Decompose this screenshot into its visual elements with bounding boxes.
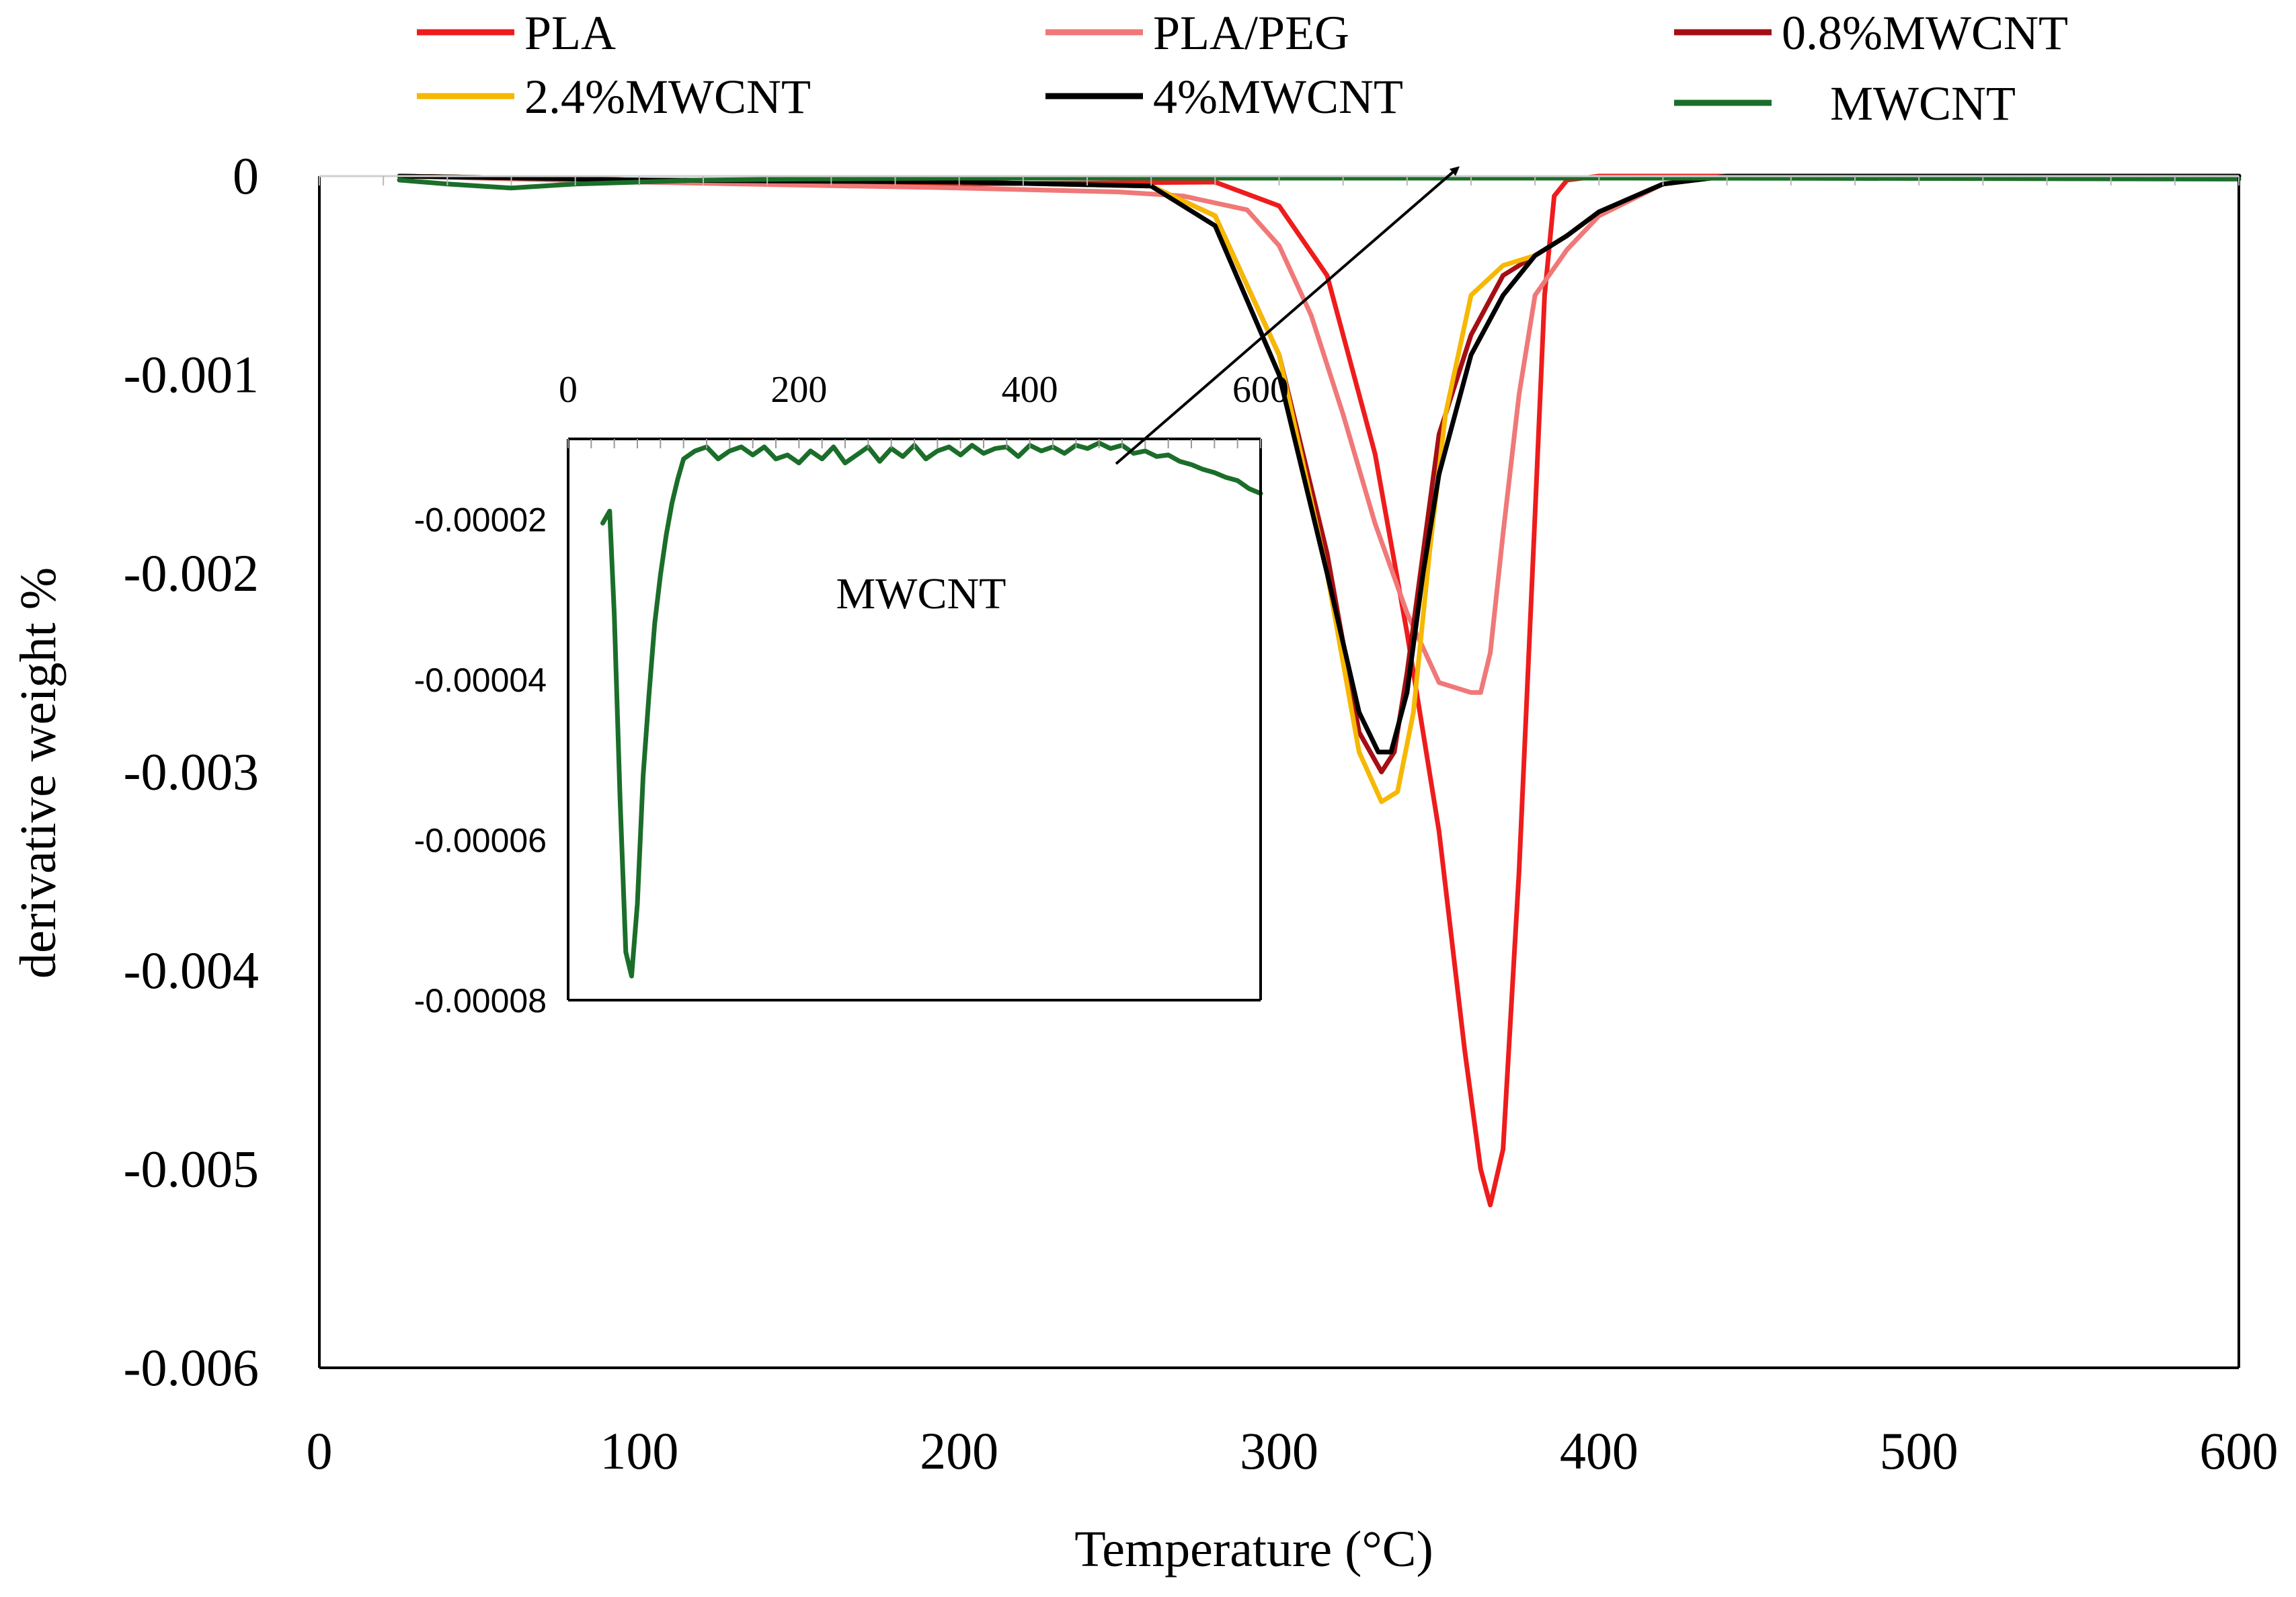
main-plot-area: 0 100 200 300 400 500 600 0 -0.001 -0.002 -0.003 -… <box>124 147 2279 1480</box>
legend-label: 0.8%MWCNT <box>1782 6 2068 60</box>
y-tick-label: -0.003 <box>124 743 259 801</box>
y-tick-labels: 0 -0.001 -0.002 -0.003 -0.004 -0.005 -0.006 <box>124 147 259 1397</box>
main-series-lines <box>397 173 2242 1208</box>
legend-label: PLA/PEG <box>1153 6 1349 60</box>
x-tick-label: 600 <box>2200 1422 2279 1480</box>
inset-y-tick-label: -0.00004 <box>414 661 547 699</box>
main-axes <box>318 175 2240 1369</box>
inset-title: MWCNT <box>836 569 1006 618</box>
inset-background <box>568 439 1261 1000</box>
legend-label: MWCNT <box>1830 77 2016 130</box>
y-tick-label: -0.002 <box>124 544 259 602</box>
inset-series-lines <box>600 440 1263 979</box>
inset-series-line-mwcnt <box>600 440 1263 979</box>
x-tick-label: 400 <box>1560 1422 1638 1480</box>
x-tick-label: 500 <box>1880 1422 1958 1480</box>
inset-x-tick-label: 400 <box>1002 369 1058 411</box>
legend-item-4-mwcnt: 4%MWCNT <box>1045 70 1403 124</box>
x-axis-title: Temperature (°C) <box>1074 1521 1433 1578</box>
legend-item-pla-peg: PLA/PEG <box>1045 6 1349 60</box>
inset-y-tick-label: -0.00008 <box>414 982 547 1020</box>
x-tick-label: 200 <box>920 1422 998 1480</box>
legend-label: 2.4%MWCNT <box>524 70 811 124</box>
y-tick-label: -0.004 <box>124 941 259 999</box>
y-tick-label: -0.001 <box>124 345 259 404</box>
inset-x-tick-label: 200 <box>770 369 827 411</box>
inset-y-tick-label: -0.00002 <box>414 501 547 538</box>
y-axis-title: derivative weight % <box>10 567 67 979</box>
series-line-pla <box>397 173 2242 1208</box>
series-line-4-mwcnt <box>397 173 2242 755</box>
x-tick-label: 300 <box>1240 1422 1318 1480</box>
legend-item-mwcnt: MWCNT <box>1674 77 2016 130</box>
x-tick-label: 100 <box>600 1422 678 1480</box>
y-tick-label: -0.005 <box>124 1140 259 1198</box>
legend-item-2-4-mwcnt: 2.4%MWCNT <box>417 70 811 124</box>
inset-axes <box>567 438 1262 1001</box>
legend-label: 4%MWCNT <box>1153 70 1403 124</box>
series-line-mwcnt <box>397 175 2242 191</box>
x-tick-labels: 0 100 200 300 400 500 600 <box>307 1422 2279 1480</box>
legend-label: PLA <box>524 6 616 60</box>
inset-plot: 0 200 400 600 -0.00002-0.00004-0.00006-0.00… <box>414 369 1289 1020</box>
inset-x-tick-label: 0 <box>559 369 578 411</box>
inset-y-tick-label: -0.00006 <box>414 821 547 859</box>
inset-x-tick-labels: 0 200 400 600 <box>559 369 1289 411</box>
y-tick-label: 0 <box>233 147 259 205</box>
inset-y-tick-labels: -0.00002 -0.00004 -0.00006 -0.00008 <box>414 501 547 1020</box>
legend-item-0-8-mwcnt: 0.8%MWCNT <box>1674 6 2068 60</box>
legend-item-pla: PLA <box>417 6 616 60</box>
legend: PLA PLA/PEG 0.8%MWCNT 2.4%MWCNT 4%MWCNT MWCNT <box>417 6 2068 130</box>
inset-x-tick-label: 600 <box>1232 369 1289 411</box>
inset-pointer-arrow <box>1115 166 1460 465</box>
y-tick-label: -0.006 <box>124 1338 259 1397</box>
x-tick-label: 0 <box>307 1422 333 1480</box>
